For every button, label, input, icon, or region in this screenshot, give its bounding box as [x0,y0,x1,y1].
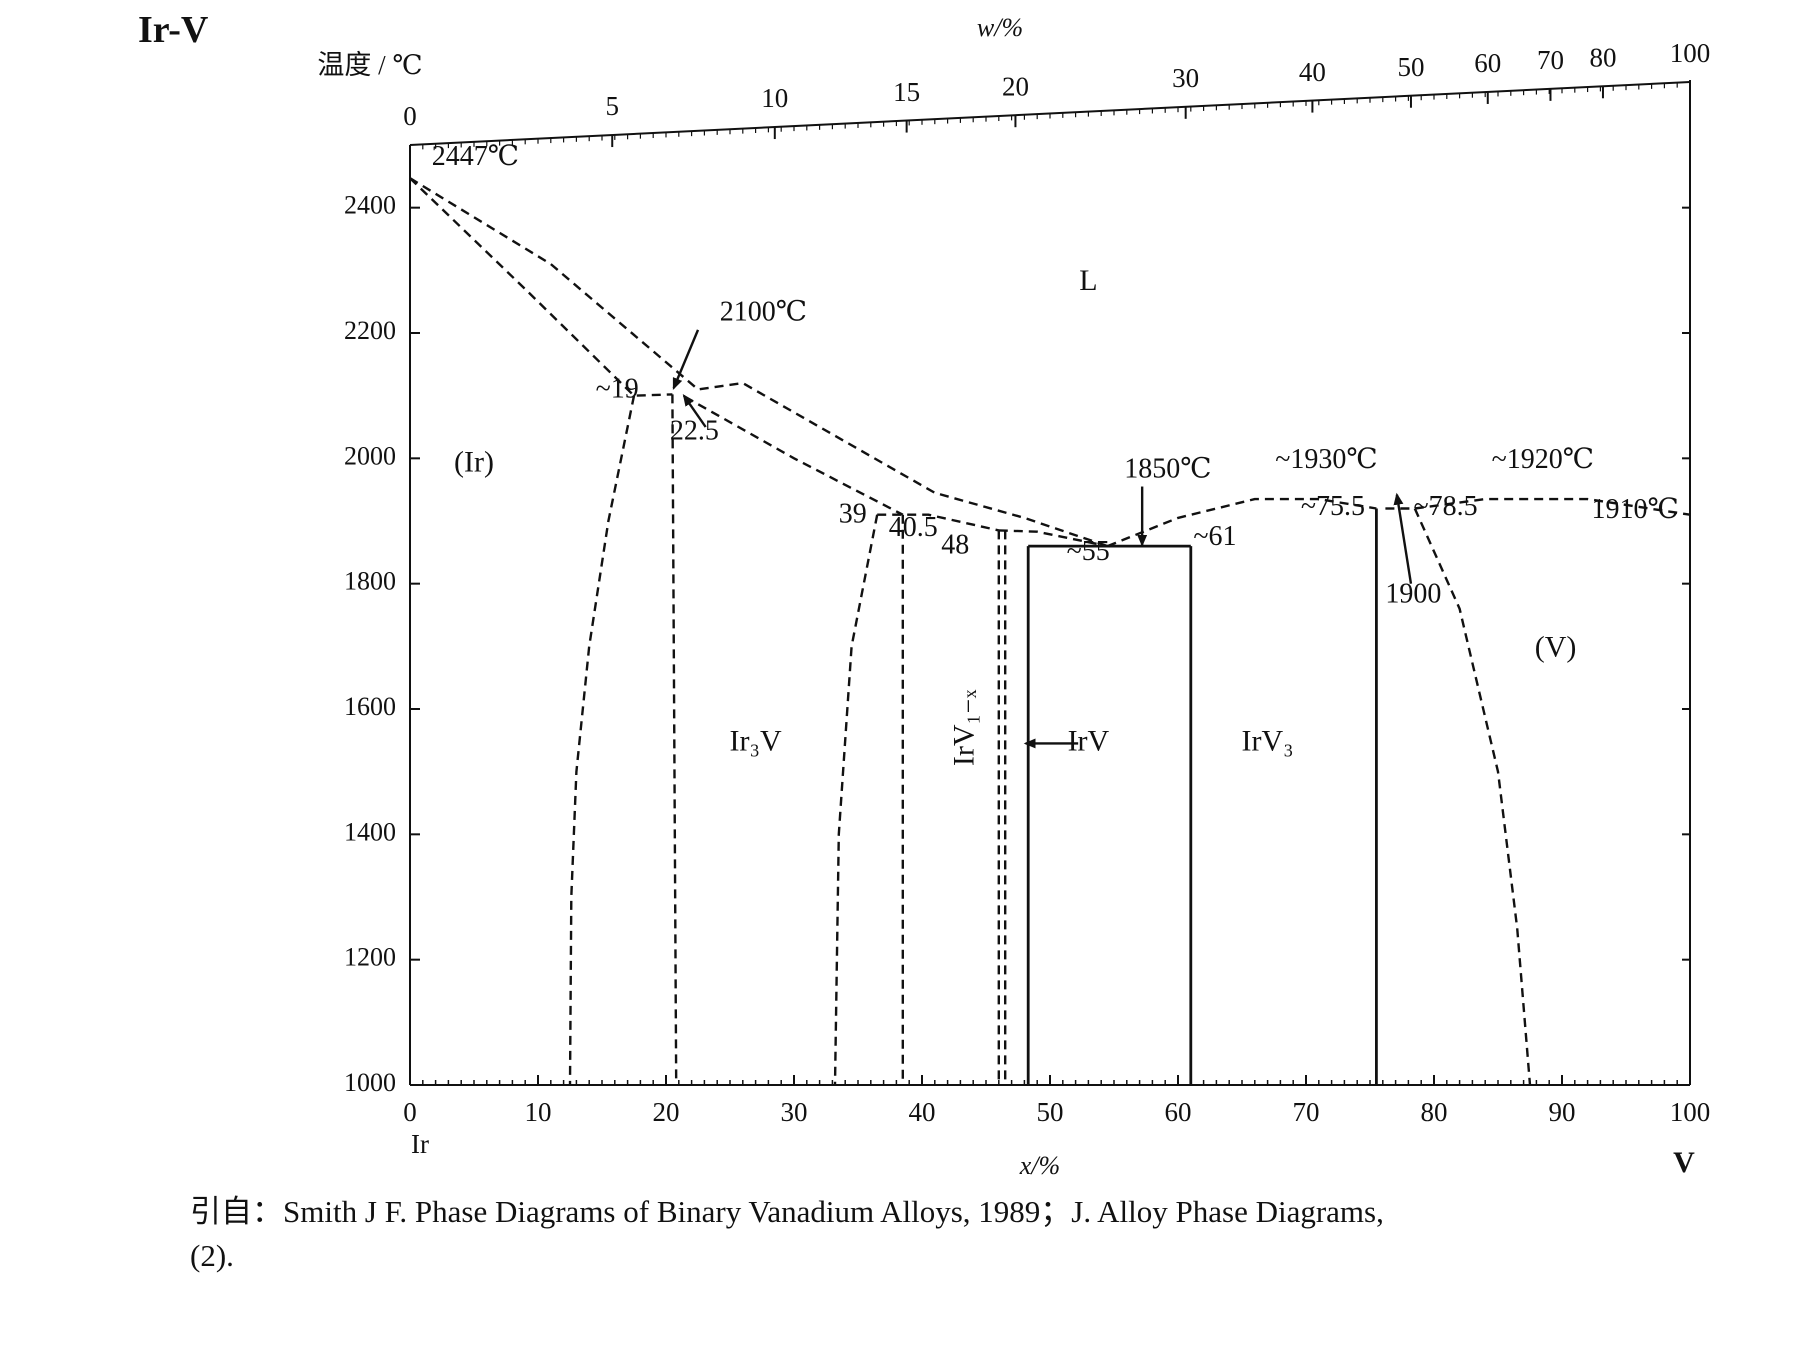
top-tick-label: 60 [1474,48,1501,78]
ir3v-left [671,394,678,1086]
ir3v-peak-flat [877,513,1000,532]
annotation-label: 1910℃ [1591,494,1678,525]
y-tick-label: 1200 [344,943,396,972]
x-axis-bottom-title: x/% [1019,1151,1060,1180]
annotation-label: 2447℃ [432,141,519,172]
ir3v-right [833,514,879,1086]
x-tick-label: 50 [1037,1097,1064,1127]
x-axis-top-title: w/% [977,13,1023,42]
annotation-label: 40.5 [889,512,938,543]
y-axis-title: 温度 / ℃ [317,50,422,80]
top-tick-label: 100 [1670,38,1711,68]
figure-caption: 引自：Smith J F. Phase Diagrams of Binary V… [190,1190,1384,1278]
top-tick-label: 30 [1172,63,1199,93]
liquidus-ir-upper [409,177,1108,548]
top-tick-label: 70 [1537,45,1564,75]
annotation-label: 1900 [1385,579,1441,610]
chart-title: Ir-V [138,9,209,51]
x-tick-label: 80 [1421,1097,1448,1127]
y-tick-label: 2400 [344,191,396,220]
phase-label: IrV₃ [1242,724,1294,757]
x-tick-label: 30 [781,1097,808,1127]
top-tick-label: 40 [1299,57,1326,87]
x-tick-label: 0 [403,1097,417,1127]
arrow-1900 [1393,492,1413,584]
annotation-label: 22.5 [670,416,719,447]
annotation-label: 2100℃ [720,297,807,328]
x-tick-label: 10 [525,1097,552,1127]
x-tick-label: 40 [909,1097,936,1127]
top-tick-label: 10 [761,83,788,113]
y-tick-label: 1000 [344,1068,396,1097]
phase-label: IrV₁₋ₓ [948,689,981,766]
phase-label: (Ir) [454,445,494,478]
arrow-2100 [672,329,700,390]
annotation-label: ~78.5 [1414,491,1478,522]
y-tick-label: 1400 [344,817,396,846]
x-tick-label: 90 [1549,1097,1576,1127]
annotation-label: ~61 [1193,521,1236,552]
element-right-label: V [1673,1146,1695,1179]
y-tick-label: 2200 [344,316,396,345]
labels-group: L (Ir) Ir₃V IrV₁₋ₓ IrV IrV₃ (V) 2447℃ 2100℃ ~19 22… [432,141,1679,766]
annotation-label: ~55 [1067,536,1110,567]
liquidus-ir3v-low [684,395,904,516]
solidus-v [1413,508,1532,1086]
annotation-label: 39 [839,498,867,529]
liquidus-irv-irv3 [1107,497,1377,548]
caption-line-2: (2). [190,1238,234,1273]
x-tick-label: 70 [1293,1097,1320,1127]
x-tick-label: 100 [1670,1097,1711,1127]
annotation-label: 48 [941,530,969,561]
top-tick-label: 5 [605,91,619,121]
irv1x-top [998,529,1108,548]
caption-line-1: 引自：Smith J F. Phase Diagrams of Binary V… [190,1194,1384,1229]
annotation-label: ~75.5 [1301,491,1365,522]
annotation-label: ~1930℃ [1275,444,1377,475]
solvus-ir [568,395,636,1086]
top-tick-label: 50 [1397,52,1424,82]
liquidus-v [1414,497,1691,516]
y-tick-label: 2000 [344,441,396,470]
top-tick-label: 20 [1002,71,1029,101]
phase-label: IrV [1068,724,1110,757]
top-tick-label: 0 [403,101,417,131]
element-left-label: Ir [411,1129,429,1159]
x-tick-label: 20 [653,1097,680,1127]
top-tick-label: 15 [893,77,920,107]
annotation-label: 1850℃ [1124,453,1211,484]
phase-label: L [1079,264,1097,297]
phase-label: (V) [1535,630,1577,663]
solidus-ir [409,177,673,397]
phase-label: Ir₃V [730,724,782,757]
annotation-label: ~19 [596,374,639,405]
y-tick-label: 1600 [344,692,396,721]
arrow-22-5 [682,394,707,428]
x-tick-label: 60 [1165,1097,1192,1127]
annotation-label: ~1920℃ [1492,444,1594,475]
y-tick-label: 1800 [344,567,396,596]
top-tick-label: 80 [1589,42,1616,72]
phase-lines-group [409,177,1691,1086]
